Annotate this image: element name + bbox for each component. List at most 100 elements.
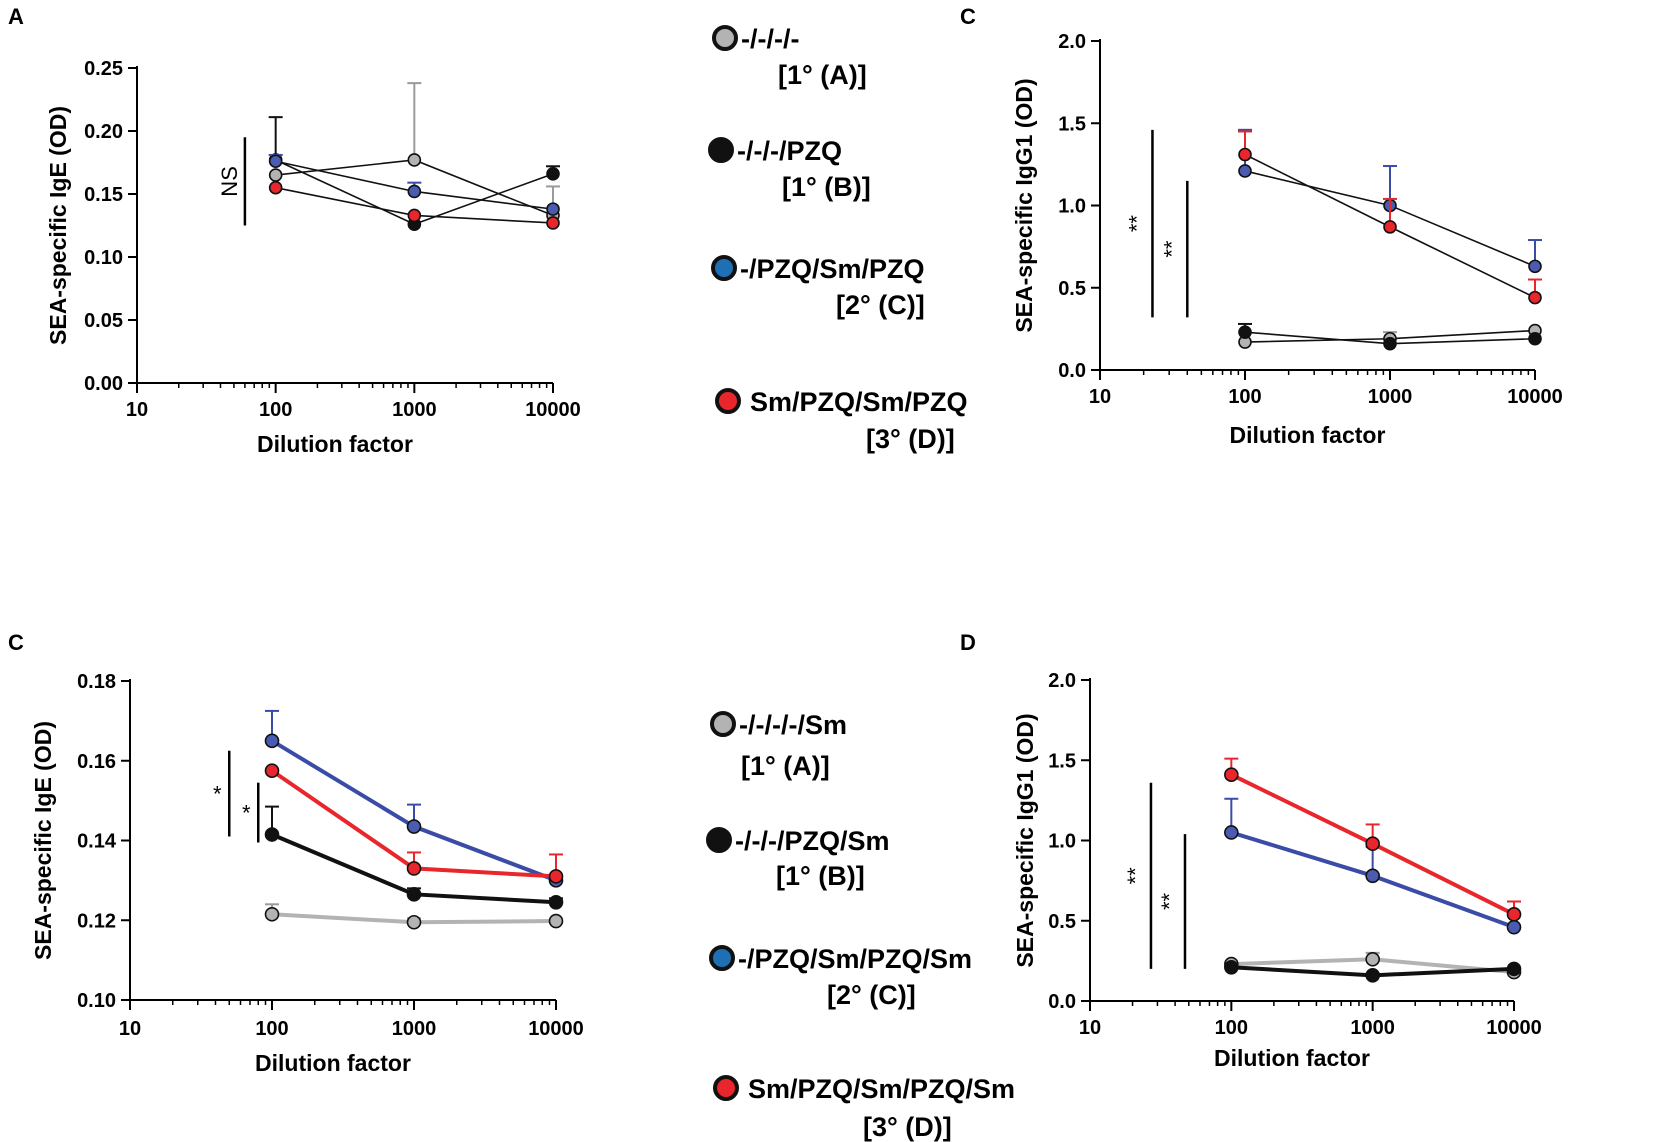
y-tick-label: 0.18 [77, 671, 116, 693]
panel-letter: D [960, 630, 976, 655]
data-point [548, 913, 564, 929]
data-point [406, 861, 422, 876]
chart-panel-0: A 0.00 0.05 0.10 0.15 0.20 0.25 10 100 1000 10000 D… [8, 4, 581, 457]
legend-entry: Sm/PZQ/Sm/PZQ/Sm [3° (D)] [713, 1074, 1015, 1142]
data-point [546, 202, 560, 216]
y-tick-label: 0.5 [1048, 911, 1076, 933]
legend-group: [3° (D)] [863, 1112, 952, 1142]
significance-label: * [242, 801, 251, 826]
legend-group: [1° (A)] [741, 751, 830, 781]
significance-label: ** [1159, 240, 1184, 258]
x-tick-label: 100 [1228, 386, 1261, 408]
y-tick-label: 0.16 [77, 751, 116, 773]
data-point [1383, 220, 1397, 234]
legend-marker [711, 255, 737, 281]
chart-panel-2: C 0.10 0.12 0.14 0.16 0.18 10 100 1000 10000 Dilut… [8, 630, 584, 1076]
data-point [1238, 164, 1252, 178]
data-point [268, 168, 283, 182]
legend-marker [712, 25, 738, 51]
x-axis-title: Dilution factor [255, 1050, 411, 1076]
data-point [1365, 951, 1380, 967]
y-axis-title: SEA-specific IgG1 (OD) [1012, 713, 1038, 967]
data-point [407, 184, 422, 199]
y-tick-label: 1.0 [1048, 831, 1076, 853]
legend-label: -/PZQ/Sm/PZQ/Sm [738, 944, 972, 974]
data-point [264, 733, 280, 749]
data-point [546, 167, 560, 181]
series-1 [264, 805, 564, 910]
series-0 [264, 903, 564, 930]
legend-entry: -/-/-/PZQ [1° (B)] [708, 136, 871, 202]
x-tick-label: 10000 [525, 399, 581, 421]
x-tick-label: 100 [1215, 1017, 1248, 1039]
x-tick-label: 10 [119, 1018, 141, 1040]
legend-bottom: -/-/-/-/Sm[1° (A)]-/-/-/PZQ/Sm[1° (B)]-/… [706, 710, 1015, 1142]
significance-label: * [213, 782, 222, 807]
x-tick-label: 100 [255, 1018, 288, 1040]
data-point [264, 906, 280, 922]
data-point [1506, 961, 1522, 977]
panel-letter: C [8, 630, 24, 655]
data-point [1238, 147, 1252, 162]
y-tick-label: 0.05 [84, 310, 123, 332]
x-tick-label: 1000 [1368, 386, 1413, 408]
data-point [546, 216, 560, 230]
data-point [407, 208, 422, 223]
y-tick-label: 2.0 [1058, 31, 1086, 53]
legend-marker [709, 945, 735, 971]
panel-letter: C [960, 4, 976, 29]
data-point [1383, 336, 1397, 351]
y-tick-label: 1.0 [1058, 196, 1086, 218]
x-axis-title: Dilution factor [1214, 1045, 1370, 1071]
y-axis-title: SEA-specific IgE (OD) [45, 106, 71, 345]
series-3 [268, 180, 560, 230]
legend-entry: -/PZQ/Sm/PZQ/Sm [2° (C)] [709, 944, 972, 1010]
data-point [264, 763, 280, 779]
y-tick-label: 0.0 [1058, 360, 1086, 382]
data-point [1238, 325, 1252, 339]
x-tick-label: 10 [1089, 386, 1111, 408]
significance-label: NS [217, 166, 242, 197]
legend-entry: Sm/PZQ/Sm/PZQ [3° (D)] [715, 387, 968, 454]
series-2 [268, 153, 560, 216]
series-2 [1224, 797, 1522, 935]
data-point [406, 819, 422, 834]
y-tick-label: 0.15 [84, 184, 123, 206]
y-tick-label: 0.14 [77, 831, 117, 853]
data-point [406, 914, 422, 930]
y-tick-label: 0.20 [84, 121, 123, 143]
y-tick-label: 1.5 [1048, 750, 1076, 772]
legend-marker [713, 1075, 739, 1101]
legend-label: -/-/-/-/Sm [739, 710, 847, 740]
legend-group: [3° (D)] [866, 424, 955, 454]
legend-group: [1° (B)] [782, 172, 871, 202]
legend-group: [2° (C)] [836, 290, 925, 320]
x-axis-title: Dilution factor [1230, 422, 1386, 448]
legend-entry: -/-/-/-/Sm [1° (A)] [710, 710, 847, 781]
legend-marker [708, 137, 734, 163]
x-tick-label: 10000 [1486, 1017, 1542, 1039]
series-1 [1238, 322, 1542, 351]
y-tick-label: 0.5 [1058, 278, 1086, 300]
data-point [1365, 836, 1380, 852]
panel-letter: A [8, 4, 24, 29]
legend-marker [710, 711, 736, 737]
x-tick-label: 10 [1079, 1017, 1101, 1039]
data-point [1365, 868, 1380, 884]
y-tick-label: 0.00 [84, 373, 123, 395]
data-point [1528, 331, 1542, 346]
chart-panel-3: D 0.0 0.5 1.0 1.5 2.0 10 100 1000 10000 Dilution f… [960, 630, 1542, 1071]
data-point [1224, 959, 1239, 975]
y-tick-label: 0.0 [1048, 991, 1076, 1013]
legend-group: [1° (A)] [778, 60, 867, 90]
data-point [1224, 767, 1239, 782]
x-tick-label: 1000 [392, 399, 437, 421]
data-point [1528, 290, 1542, 305]
data-point [1224, 825, 1239, 840]
data-point [1506, 919, 1522, 935]
x-tick-label: 10000 [1507, 386, 1563, 408]
x-tick-label: 10000 [528, 1018, 584, 1040]
data-point [1506, 907, 1522, 922]
